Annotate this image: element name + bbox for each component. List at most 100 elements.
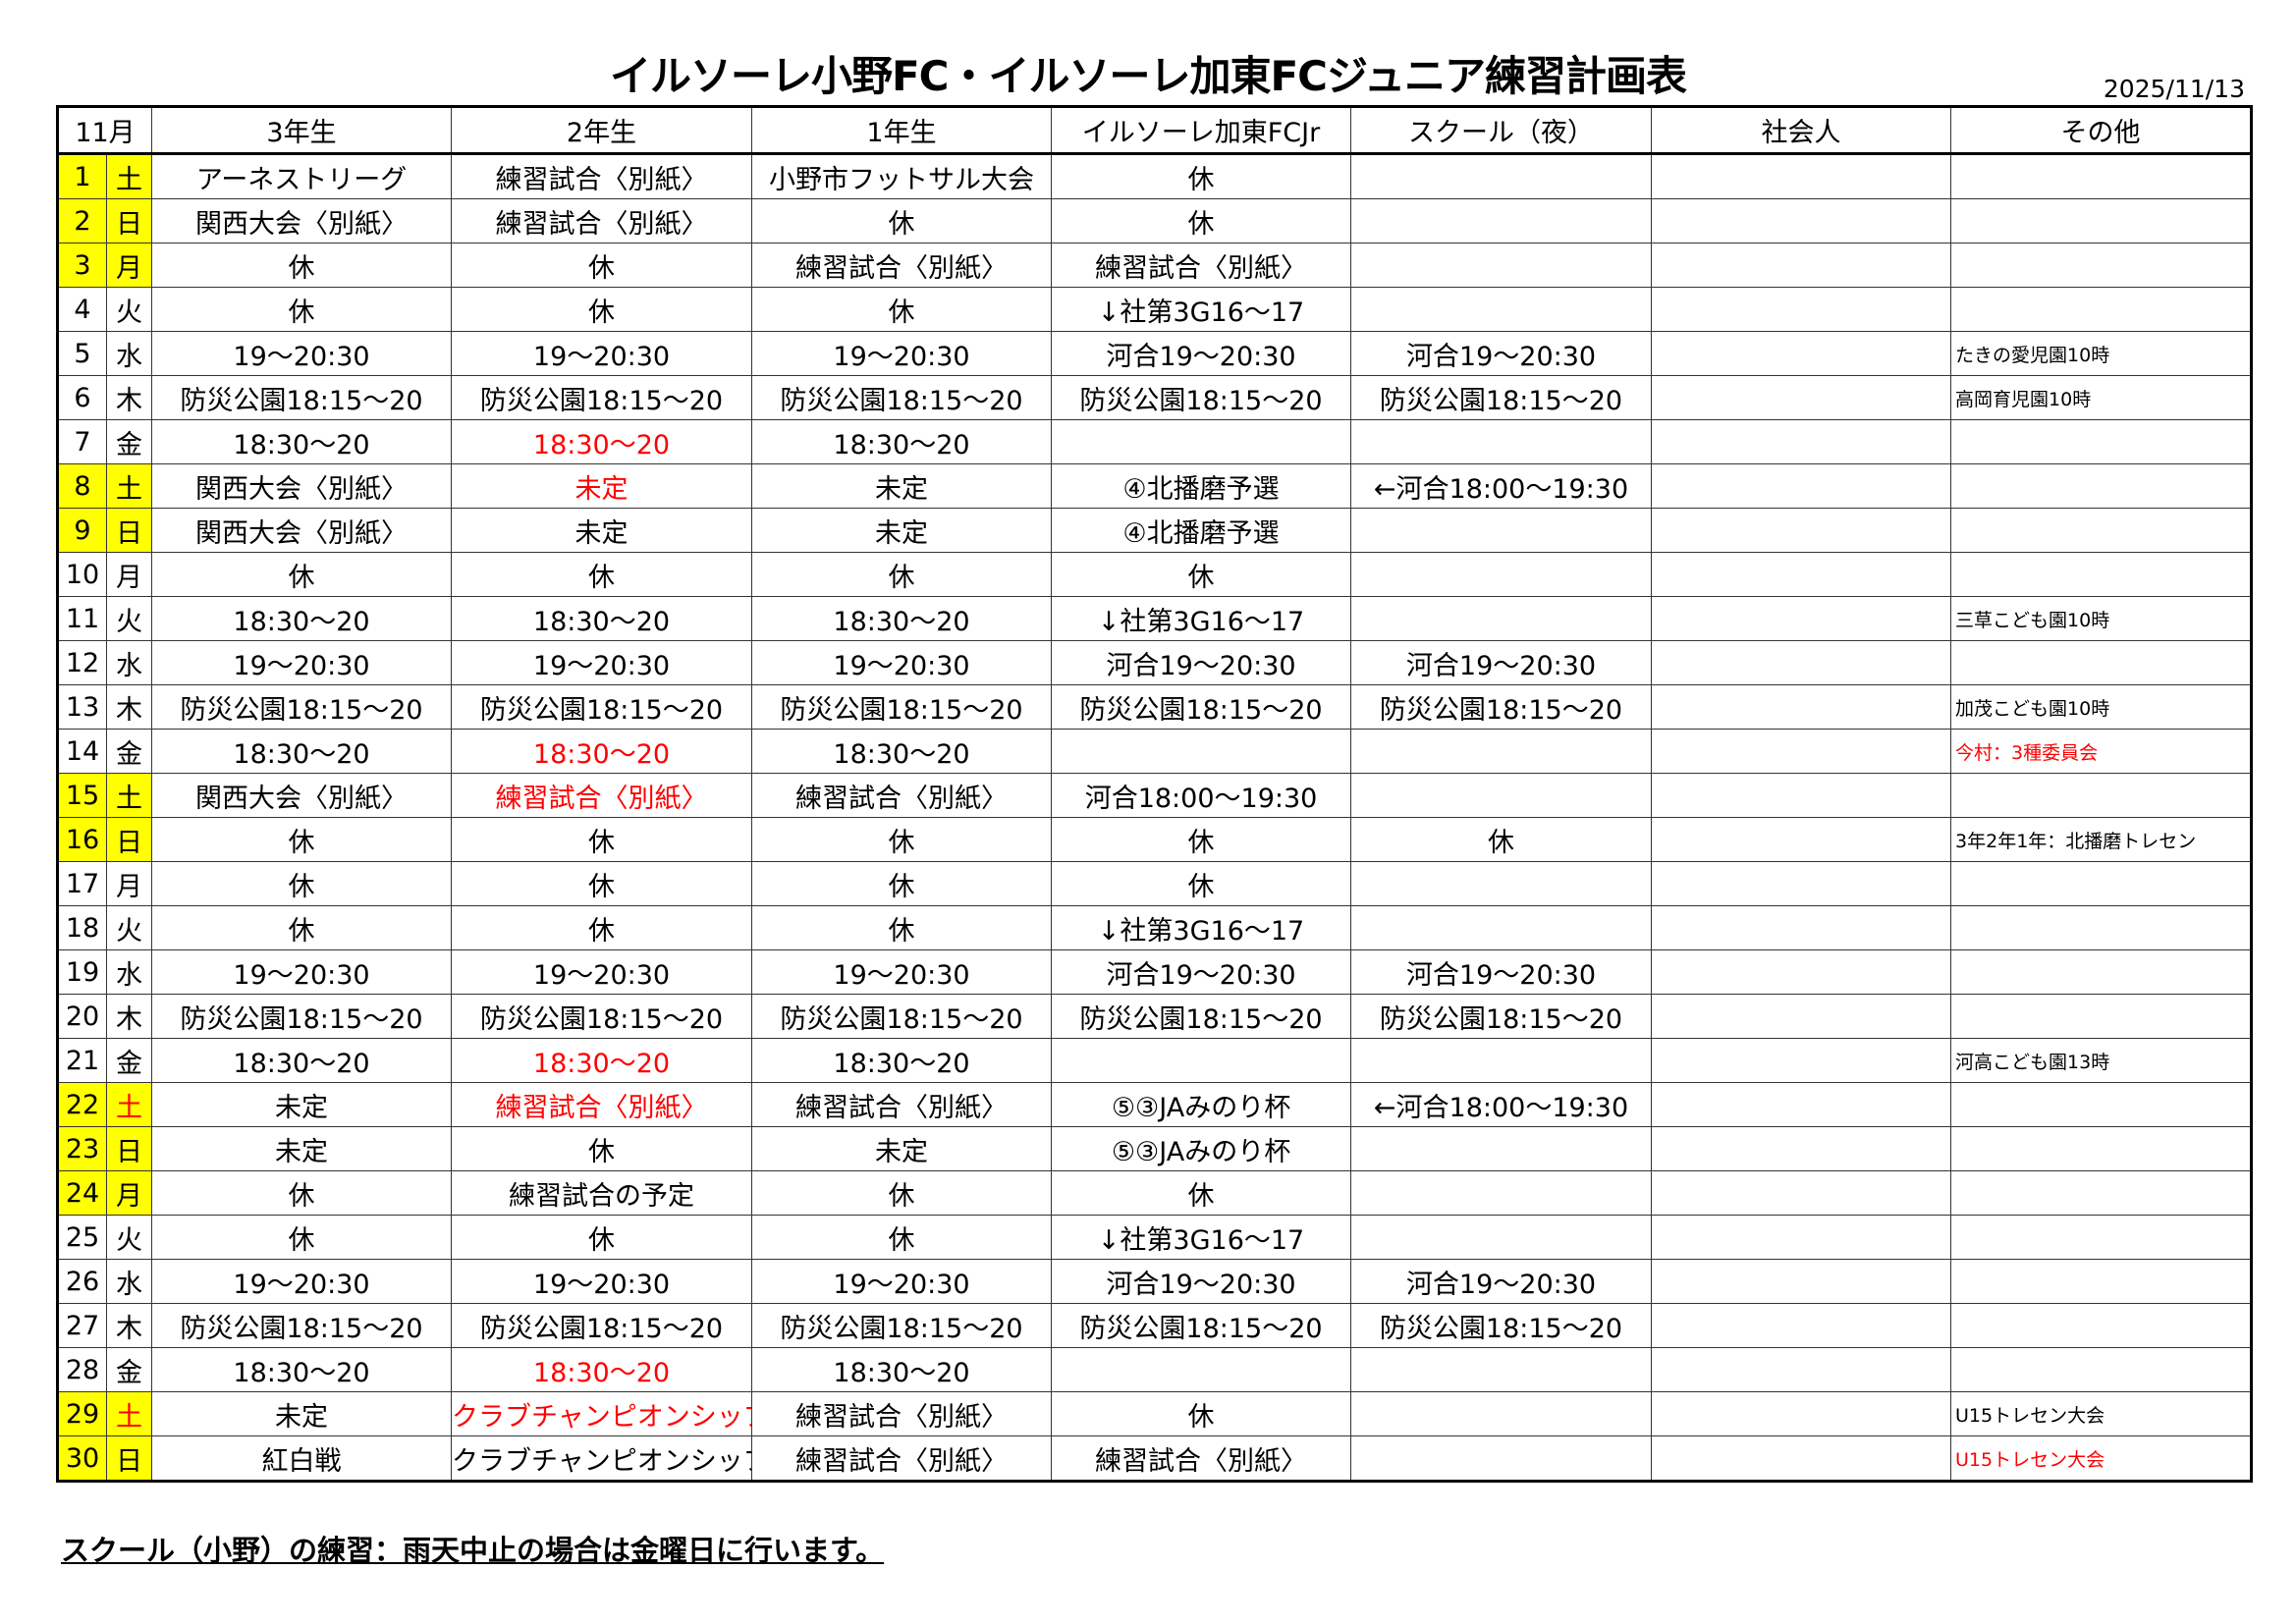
cell-school-night: ←河合18:00～19:30 bbox=[1350, 1082, 1653, 1127]
cell-school-night: 河合19～20:30 bbox=[1350, 640, 1653, 685]
cell-other: 加茂こども園10時 bbox=[1950, 684, 2253, 730]
cell-school-night: 河合19～20:30 bbox=[1350, 1259, 1653, 1304]
cell-grade2: 練習試合〈別紙〉 bbox=[451, 153, 753, 199]
table-row: 22 土未定 練習試合〈別紙〉 練習試合〈別紙〉 ⑤③JAみのり杯 ←河合18:00～19… bbox=[57, 1082, 2253, 1127]
cell-adults bbox=[1651, 1391, 1952, 1436]
cell-grade3: 休 bbox=[151, 905, 453, 950]
cell-grade3: 休 bbox=[151, 1170, 453, 1216]
header-adults: 社会人 bbox=[1651, 106, 1952, 155]
cell-kato-jr: ↓社第3G16～17 bbox=[1051, 905, 1352, 950]
day-number: 11 bbox=[57, 596, 107, 641]
cell-school-night bbox=[1350, 905, 1653, 950]
cell-adults bbox=[1651, 1347, 1952, 1392]
cell-grade3: 19～20:30 bbox=[151, 1259, 453, 1304]
table-row: 3 月休休練習試合〈別紙〉 練習試合〈別紙〉 bbox=[57, 243, 2253, 288]
cell-school-night bbox=[1350, 419, 1653, 464]
day-number: 8 bbox=[57, 463, 107, 509]
cell-kato-jr: 休 bbox=[1051, 153, 1352, 199]
cell-adults bbox=[1651, 905, 1952, 950]
cell-kato-jr bbox=[1051, 419, 1352, 464]
cell-kato-jr: ④北播磨予選 bbox=[1051, 463, 1352, 509]
cell-school-night bbox=[1350, 508, 1653, 553]
cell-grade2: 練習試合〈別紙〉 bbox=[451, 198, 753, 244]
cell-grade1: 18:30～20 bbox=[751, 596, 1053, 641]
day-of-week: 日 bbox=[105, 817, 153, 862]
cell-grade1: 18:30～20 bbox=[751, 1038, 1053, 1083]
cell-grade3: 19～20:30 bbox=[151, 949, 453, 995]
cell-adults bbox=[1651, 552, 1952, 597]
cell-school-night bbox=[1350, 1126, 1653, 1171]
cell-adults bbox=[1651, 640, 1952, 685]
cell-grade3: 休 bbox=[151, 243, 453, 288]
day-number: 18 bbox=[57, 905, 107, 950]
day-of-week: 金 bbox=[105, 1347, 153, 1392]
cell-other bbox=[1950, 640, 2253, 685]
cell-other: 高岡育児園10時 bbox=[1950, 375, 2253, 420]
cell-grade2: 未定 bbox=[451, 463, 753, 509]
cell-adults bbox=[1651, 1303, 1952, 1348]
day-number: 23 bbox=[57, 1126, 107, 1171]
day-of-week: 土 bbox=[105, 1082, 153, 1127]
document-date: 2025/11/13 bbox=[2103, 75, 2245, 103]
day-number: 30 bbox=[57, 1435, 107, 1482]
cell-other bbox=[1950, 1347, 2253, 1392]
cell-grade2: 休 bbox=[451, 552, 753, 597]
cell-grade3: 18:30～20 bbox=[151, 729, 453, 774]
cell-grade2: 19～20:30 bbox=[451, 949, 753, 995]
cell-grade1: 休 bbox=[751, 1170, 1053, 1216]
table-row: 2 日関西大会〈別紙〉 練習試合〈別紙〉休休 bbox=[57, 198, 2253, 244]
table-row: 18 火休休休 ↓社第3G16～17 bbox=[57, 905, 2253, 950]
cell-adults bbox=[1651, 508, 1952, 553]
cell-grade3: 19～20:30 bbox=[151, 640, 453, 685]
day-number: 27 bbox=[57, 1303, 107, 1348]
day-of-week: 日 bbox=[105, 198, 153, 244]
table-row: 11 火 18:30～20 18:30～20 18:30～20 ↓社第3G16～17 三草こ… bbox=[57, 596, 2253, 641]
cell-grade2: 練習試合の予定 bbox=[451, 1170, 753, 1216]
header-grade2: 2年生 bbox=[451, 106, 753, 155]
cell-other bbox=[1950, 1126, 2253, 1171]
cell-grade2: クラブチャンピオンシップ bbox=[451, 1391, 753, 1436]
day-of-week: 土 bbox=[105, 463, 153, 509]
cell-grade3: 休 bbox=[151, 861, 453, 906]
cell-other bbox=[1950, 1215, 2253, 1260]
cell-kato-jr: 河合19～20:30 bbox=[1051, 331, 1352, 376]
cell-grade2: 防災公園18:15～20 bbox=[451, 375, 753, 420]
table-row: 20 木防災公園18:15～20 防災公園18:15～20 防災公園18:15～20 防… bbox=[57, 994, 2253, 1039]
cell-school-night: 河合19～20:30 bbox=[1350, 331, 1653, 376]
day-number: 6 bbox=[57, 375, 107, 420]
cell-adults bbox=[1651, 1126, 1952, 1171]
table-row: 30 日紅白戦 クラブチャンピオンシップ 練習試合〈別紙〉 練習試合〈別紙〉 U15トレセ… bbox=[57, 1435, 2253, 1482]
cell-school-night: 休 bbox=[1350, 817, 1653, 862]
day-of-week: 木 bbox=[105, 375, 153, 420]
cell-grade2: 18:30～20 bbox=[451, 1038, 753, 1083]
cell-grade1: 未定 bbox=[751, 1126, 1053, 1171]
cell-kato-jr: 休 bbox=[1051, 552, 1352, 597]
cell-grade1: 休 bbox=[751, 552, 1053, 597]
day-of-week: 木 bbox=[105, 1303, 153, 1348]
day-of-week: 火 bbox=[105, 287, 153, 332]
table-row: 1 土アーネストリーグ 練習試合〈別紙〉 小野市フットサル大会休 bbox=[57, 153, 2253, 199]
table-row: 19 水 19～20:30 19～20:30 19～20:30 河合19～20:30 河合1… bbox=[57, 949, 2253, 995]
day-number: 26 bbox=[57, 1259, 107, 1304]
cell-grade3: 防災公園18:15～20 bbox=[151, 684, 453, 730]
page-title: イルソーレ小野FC・イルソーレ加東FCジュニア練習計画表 bbox=[609, 52, 1687, 100]
cell-grade1: 未定 bbox=[751, 508, 1053, 553]
day-of-week: 日 bbox=[105, 1126, 153, 1171]
day-of-week: 火 bbox=[105, 905, 153, 950]
cell-grade2: 休 bbox=[451, 1215, 753, 1260]
cell-school-night bbox=[1350, 596, 1653, 641]
cell-kato-jr: 休 bbox=[1051, 1170, 1352, 1216]
cell-adults bbox=[1651, 331, 1952, 376]
day-number: 22 bbox=[57, 1082, 107, 1127]
day-of-week: 水 bbox=[105, 331, 153, 376]
day-of-week: 月 bbox=[105, 1170, 153, 1216]
table-row: 5 水 19～20:30 19～20:30 19～20:30 河合19～20:30 河合19… bbox=[57, 331, 2253, 376]
day-number: 13 bbox=[57, 684, 107, 730]
cell-grade3: 18:30～20 bbox=[151, 419, 453, 464]
cell-school-night: 河合19～20:30 bbox=[1350, 949, 1653, 995]
day-number: 15 bbox=[57, 773, 107, 818]
table-row: 29 土未定 クラブチャンピオンシップ 練習試合〈別紙〉休 U15トレセン大会 bbox=[57, 1391, 2253, 1436]
cell-other bbox=[1950, 949, 2253, 995]
cell-grade2: 休 bbox=[451, 861, 753, 906]
cell-school-night: ←河合18:00～19:30 bbox=[1350, 463, 1653, 509]
